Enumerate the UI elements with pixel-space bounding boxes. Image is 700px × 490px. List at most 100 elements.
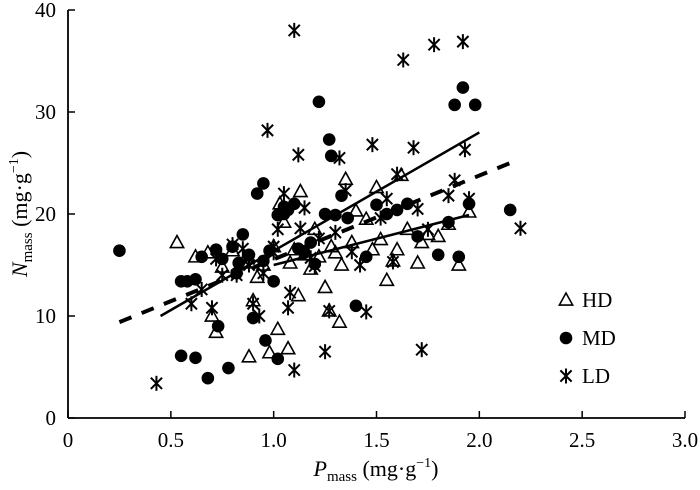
- y-tick-label: 20: [35, 202, 56, 226]
- point-hd: [364, 241, 381, 256]
- point-ld: [292, 147, 305, 163]
- marker-stroke: [339, 184, 352, 197]
- y-axis-title: Nmass (mg·g−1): [7, 151, 36, 278]
- point-ld: [205, 300, 219, 316]
- point-ld: [150, 375, 163, 391]
- point-hd: [333, 256, 350, 271]
- marker-stroke: [283, 286, 297, 299]
- point-ld: [374, 210, 387, 226]
- marker-stroke: [396, 53, 410, 67]
- marker-stroke: [462, 192, 476, 206]
- marker-stroke: [215, 268, 229, 282]
- point-md: [370, 198, 383, 212]
- point-ld: [415, 342, 429, 358]
- point-hd: [450, 256, 467, 271]
- marker-stroke: [261, 124, 274, 137]
- marker-stroke: [209, 252, 223, 266]
- marker-stroke: [318, 345, 332, 359]
- point-md: [277, 200, 291, 214]
- point-hd: [389, 241, 406, 256]
- marker-stroke: [448, 174, 461, 187]
- point-ld: [353, 257, 367, 273]
- point-ld: [308, 258, 322, 274]
- point-hd: [331, 313, 348, 328]
- point-ld: [329, 224, 342, 240]
- marker-stroke: [294, 221, 307, 235]
- point-md: [349, 299, 363, 313]
- point-ld: [277, 186, 291, 202]
- point-ld: [242, 251, 256, 267]
- point-md: [431, 248, 445, 262]
- point-md: [411, 230, 424, 243]
- point-md: [329, 208, 342, 222]
- point-ld: [386, 254, 400, 270]
- marker-stroke: [287, 24, 301, 37]
- point-md: [215, 252, 229, 266]
- point-md: [401, 197, 414, 211]
- point-md: [222, 361, 235, 375]
- point-hd: [323, 237, 340, 253]
- marker-stroke: [287, 363, 301, 377]
- point-md: [456, 81, 470, 94]
- marker-stroke: [150, 376, 163, 390]
- x-axis-title: Pmass (mg·g−1): [313, 456, 439, 485]
- point-ld: [236, 241, 250, 257]
- marker-stroke: [421, 222, 435, 236]
- marker-stroke: [374, 211, 387, 225]
- point-ld: [339, 183, 352, 199]
- marker-stroke: [292, 148, 305, 162]
- point-hd: [203, 307, 220, 322]
- point-ld: [380, 191, 394, 207]
- point-md: [380, 207, 394, 221]
- point-ld: [271, 221, 285, 237]
- point-ld: [318, 344, 332, 360]
- point-hd: [292, 182, 309, 198]
- point-ld: [448, 172, 461, 188]
- marker-stroke: [277, 187, 291, 200]
- point-ld: [257, 265, 270, 281]
- point-md: [246, 311, 260, 325]
- point-ld: [281, 300, 295, 316]
- data-points: [113, 22, 527, 391]
- point-md: [209, 243, 223, 256]
- point-hd: [317, 278, 334, 294]
- point-hd: [430, 227, 447, 243]
- point-ld: [294, 220, 307, 236]
- x-tick-label: 3.0: [672, 428, 698, 452]
- point-ld: [421, 221, 435, 237]
- x-tick-label: 2.0: [466, 428, 492, 452]
- point-hd: [399, 220, 416, 236]
- marker-stroke: [442, 189, 455, 202]
- marker-stroke: [456, 35, 470, 48]
- point-md: [189, 351, 202, 365]
- point-md: [322, 133, 336, 146]
- point-md: [468, 98, 482, 112]
- point-md: [257, 177, 270, 190]
- point-ld: [345, 244, 359, 260]
- marker-stroke: [333, 151, 346, 165]
- point-ld: [246, 296, 260, 312]
- point-ld: [267, 245, 280, 261]
- marker-stroke: [312, 232, 326, 245]
- marker-stroke: [411, 202, 424, 216]
- marker-stroke: [195, 283, 209, 296]
- point-md: [174, 349, 188, 363]
- point-md: [359, 250, 373, 264]
- point-ld: [407, 140, 420, 156]
- point-ld: [226, 237, 239, 253]
- point-hd: [409, 254, 426, 269]
- point-md: [236, 228, 250, 241]
- series-md: [113, 81, 517, 385]
- point-md: [113, 244, 126, 258]
- point-md: [180, 275, 194, 288]
- marker-stroke: [242, 252, 256, 266]
- marker-stroke: [514, 221, 527, 235]
- marker-stroke: [415, 343, 429, 356]
- legend-item-hd: HD: [557, 288, 612, 312]
- point-ld: [312, 230, 326, 246]
- y-tick-label: 10: [35, 304, 56, 328]
- x-tick-label: 2.5: [569, 428, 595, 452]
- point-hd: [461, 203, 478, 218]
- point-hd: [290, 286, 307, 302]
- point-ld: [462, 191, 476, 207]
